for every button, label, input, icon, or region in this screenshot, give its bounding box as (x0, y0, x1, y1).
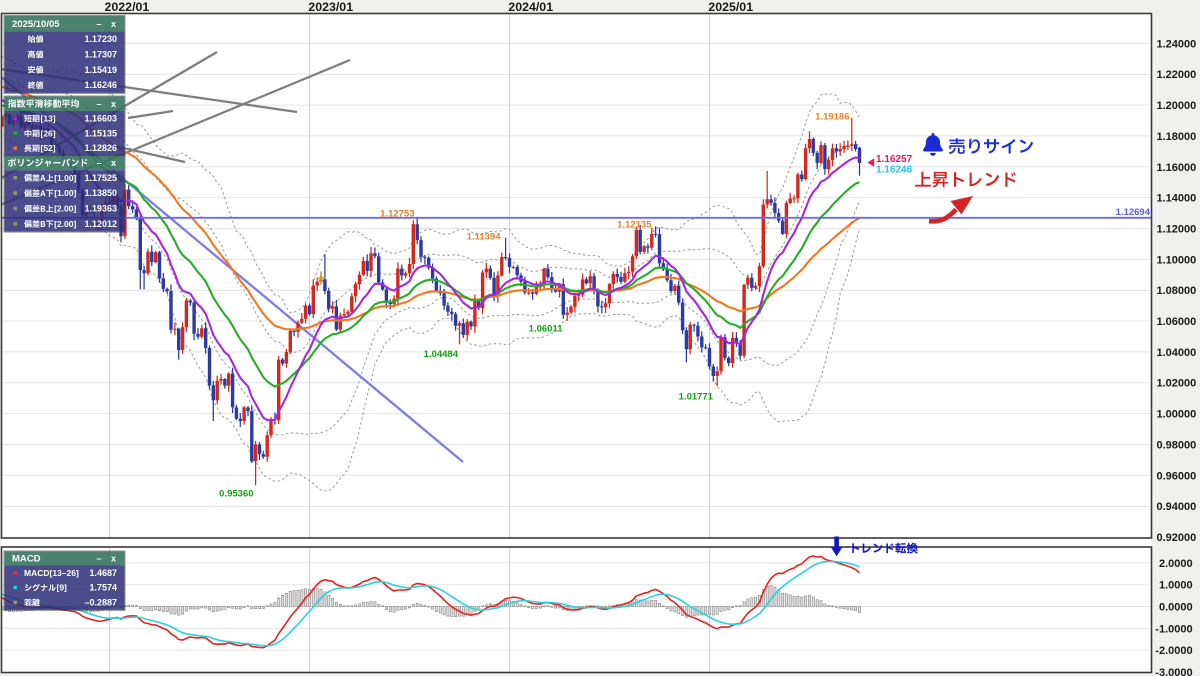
svg-text:1.16246: 1.16246 (876, 165, 913, 176)
svg-text:[52]: [52] (41, 143, 56, 153)
svg-text:2.0000: 2.0000 (1159, 558, 1193, 570)
svg-text:1.0000: 1.0000 (1159, 580, 1193, 592)
svg-text:2024/01: 2024/01 (508, 0, 553, 14)
svg-text:1.16246: 1.16246 (84, 80, 117, 90)
svg-text:1.14000: 1.14000 (1157, 193, 1197, 205)
svg-text:1.08000: 1.08000 (1157, 285, 1197, 297)
svg-text:1.12694: 1.12694 (1116, 207, 1151, 218)
svg-text:0.94000: 0.94000 (1157, 501, 1197, 513)
svg-text:1.12000: 1.12000 (1157, 224, 1197, 236)
svg-text:0.0000: 0.0000 (1159, 602, 1193, 614)
svg-text:1.16257: 1.16257 (876, 154, 913, 165)
svg-text:1.01771: 1.01771 (679, 392, 714, 403)
svg-text:–0.2887: –0.2887 (84, 598, 117, 608)
svg-text:-1.0000: -1.0000 (1155, 623, 1192, 635)
svg-text:2025/10/05: 2025/10/05 (12, 19, 60, 30)
svg-text:1.19186: 1.19186 (815, 112, 849, 123)
svg-text:1.12826: 1.12826 (84, 143, 117, 153)
svg-text:1.4687: 1.4687 (89, 568, 117, 578)
svg-text:1.00000: 1.00000 (1157, 409, 1197, 421)
svg-text:[1.00]: [1.00] (54, 173, 76, 183)
svg-text:–: – (97, 19, 102, 29)
svg-text:[13]: [13] (41, 114, 56, 124)
svg-text:2022/01: 2022/01 (105, 0, 150, 14)
svg-text:-2.0000: -2.0000 (1155, 645, 1192, 657)
svg-text:0.98000: 0.98000 (1157, 439, 1197, 451)
svg-text:1.7574: 1.7574 (89, 583, 117, 593)
svg-text:1.13850: 1.13850 (84, 188, 117, 198)
svg-text:1.11394: 1.11394 (467, 232, 502, 243)
svg-text:1.16000: 1.16000 (1157, 162, 1197, 174)
svg-text:[2.00]: [2.00] (54, 204, 76, 214)
svg-text:[1.00]: [1.00] (54, 188, 76, 198)
svg-text:1.02000: 1.02000 (1157, 378, 1197, 390)
svg-text:1.12012: 1.12012 (84, 219, 117, 229)
svg-text:–: – (97, 554, 102, 564)
svg-text:MACD[13–26]: MACD[13–26] (24, 568, 79, 578)
svg-text:–: – (97, 99, 102, 109)
svg-text:0.92000: 0.92000 (1157, 532, 1197, 544)
svg-text:1.12753: 1.12753 (380, 209, 414, 220)
svg-text:1.20000: 1.20000 (1157, 100, 1197, 112)
svg-text:1.17525: 1.17525 (84, 173, 117, 183)
svg-text:1.15419: 1.15419 (84, 65, 117, 75)
svg-text:1.16603: 1.16603 (84, 114, 117, 124)
svg-text:[26]: [26] (41, 128, 56, 138)
svg-text:1.04484: 1.04484 (424, 349, 459, 360)
svg-text:x: x (111, 19, 116, 29)
svg-text:[2.00]: [2.00] (54, 219, 76, 229)
svg-text:1.24000: 1.24000 (1157, 38, 1197, 50)
svg-text:1.19363: 1.19363 (84, 204, 117, 214)
svg-text:x: x (111, 99, 116, 109)
svg-text:1.15135: 1.15135 (84, 128, 117, 138)
svg-text:1.12135: 1.12135 (617, 220, 652, 231)
svg-text:1.06011: 1.06011 (529, 324, 564, 335)
svg-text:1.06000: 1.06000 (1157, 316, 1197, 328)
svg-text:2023/01: 2023/01 (308, 0, 353, 14)
svg-text:x: x (111, 554, 116, 564)
svg-text:–: – (97, 158, 102, 168)
svg-text:x: x (111, 158, 116, 168)
svg-text:0.95360: 0.95360 (219, 489, 253, 500)
svg-text:2025/01: 2025/01 (708, 0, 753, 14)
svg-text:1.18000: 1.18000 (1157, 131, 1197, 143)
svg-text:1.17230: 1.17230 (84, 34, 117, 44)
svg-text:1.22000: 1.22000 (1157, 69, 1197, 81)
svg-text:1.17307: 1.17307 (84, 49, 117, 59)
svg-text:[9]: [9] (57, 583, 68, 593)
svg-text:MACD: MACD (12, 554, 41, 565)
svg-text:1.04000: 1.04000 (1157, 347, 1197, 359)
svg-text:0.96000: 0.96000 (1157, 470, 1197, 482)
svg-text:1.10000: 1.10000 (1157, 254, 1197, 266)
svg-text:-3.0000: -3.0000 (1155, 667, 1192, 676)
